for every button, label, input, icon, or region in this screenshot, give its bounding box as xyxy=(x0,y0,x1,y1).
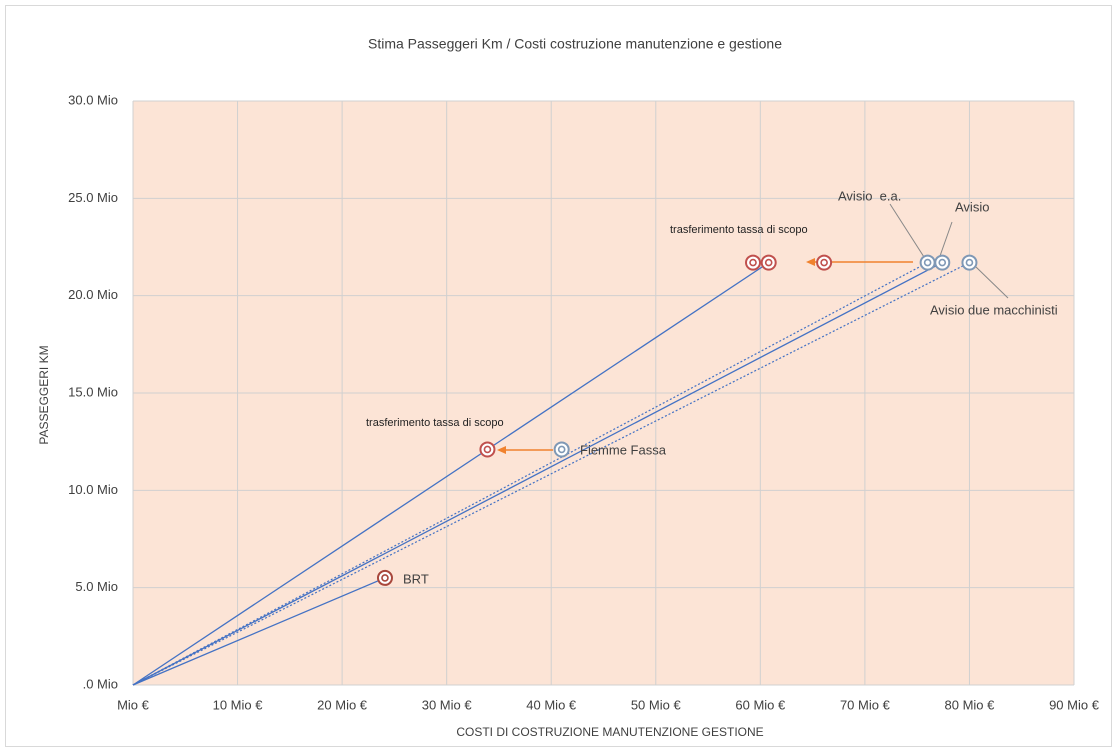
point xyxy=(919,254,936,271)
point-ring xyxy=(919,254,936,271)
x-tick-label: Mio € xyxy=(117,697,150,712)
point-ring xyxy=(479,441,496,458)
point-ring xyxy=(934,254,951,271)
x-tick-label: 50 Mio € xyxy=(631,697,682,712)
point xyxy=(479,441,496,458)
point-core xyxy=(764,258,773,267)
x-tick-label: 30 Mio € xyxy=(422,697,473,712)
point-core xyxy=(557,445,566,454)
arrow-head xyxy=(497,446,506,454)
point-core xyxy=(381,574,389,582)
point-label: Fiemme Fassa xyxy=(580,442,667,457)
x-tick-label: 70 Mio € xyxy=(840,697,891,712)
x-tick-label: 80 Mio € xyxy=(945,697,996,712)
point-core xyxy=(749,258,757,267)
y-tick-label: 15.0 Mio xyxy=(68,384,118,399)
x-tick-label: 90 Mio € xyxy=(1049,697,1100,712)
trend-line xyxy=(132,262,928,686)
trend-line xyxy=(132,262,970,686)
point-label: Avisio due macchinisti xyxy=(930,302,1058,317)
y-axis-title: PASSEGGERI KM xyxy=(37,345,51,444)
point-core xyxy=(923,258,932,267)
annotation: trasferimento tassa di scopo xyxy=(670,224,808,236)
point xyxy=(934,254,951,271)
chart-title: Stima Passeggeri Km / Costi costruzione … xyxy=(368,36,782,52)
point xyxy=(745,254,762,271)
y-tick-label: 5.0 Mio xyxy=(75,579,118,594)
point xyxy=(376,569,393,586)
point-core xyxy=(965,258,974,267)
point-label: Avisio xyxy=(955,199,989,214)
y-tick-label: 30.0 Mio xyxy=(68,92,118,107)
y-tick-label: 10.0 Mio xyxy=(68,482,118,497)
point-ring xyxy=(745,254,762,271)
trend-line xyxy=(132,577,386,686)
point xyxy=(553,441,570,458)
point-ring xyxy=(961,254,978,271)
leader-line xyxy=(975,266,1009,299)
x-axis-title: COSTI DI COSTRUZIONE MANUTENZIONE GESTIO… xyxy=(456,725,763,739)
point-label: Avisio e.a. xyxy=(838,188,901,203)
x-tick-label: 10 Mio € xyxy=(213,697,264,712)
point-core xyxy=(820,258,828,267)
y-tick-label: .0 Mio xyxy=(83,676,118,691)
point xyxy=(816,254,833,271)
arrow-head xyxy=(806,258,815,266)
point-ring xyxy=(816,254,833,271)
x-tick-label: 60 Mio € xyxy=(735,697,786,712)
point xyxy=(961,254,978,271)
trend-line xyxy=(132,261,943,686)
point xyxy=(760,254,777,271)
x-tick-label: 40 Mio € xyxy=(526,697,577,712)
point-core xyxy=(938,258,947,267)
trend-line xyxy=(132,262,770,686)
point-label: BRT xyxy=(403,571,429,586)
point-core xyxy=(483,445,492,454)
x-tick-label: 20 Mio € xyxy=(317,697,368,712)
point-ring xyxy=(760,254,777,271)
leader-line xyxy=(889,203,925,258)
leader-line xyxy=(939,221,953,257)
annotation: trasferimento tassa di scopo xyxy=(366,417,504,429)
y-tick-label: 20.0 Mio xyxy=(68,287,118,302)
y-tick-label: 25.0 Mio xyxy=(68,190,118,205)
point-ring xyxy=(553,441,570,458)
point-ring xyxy=(376,569,393,586)
